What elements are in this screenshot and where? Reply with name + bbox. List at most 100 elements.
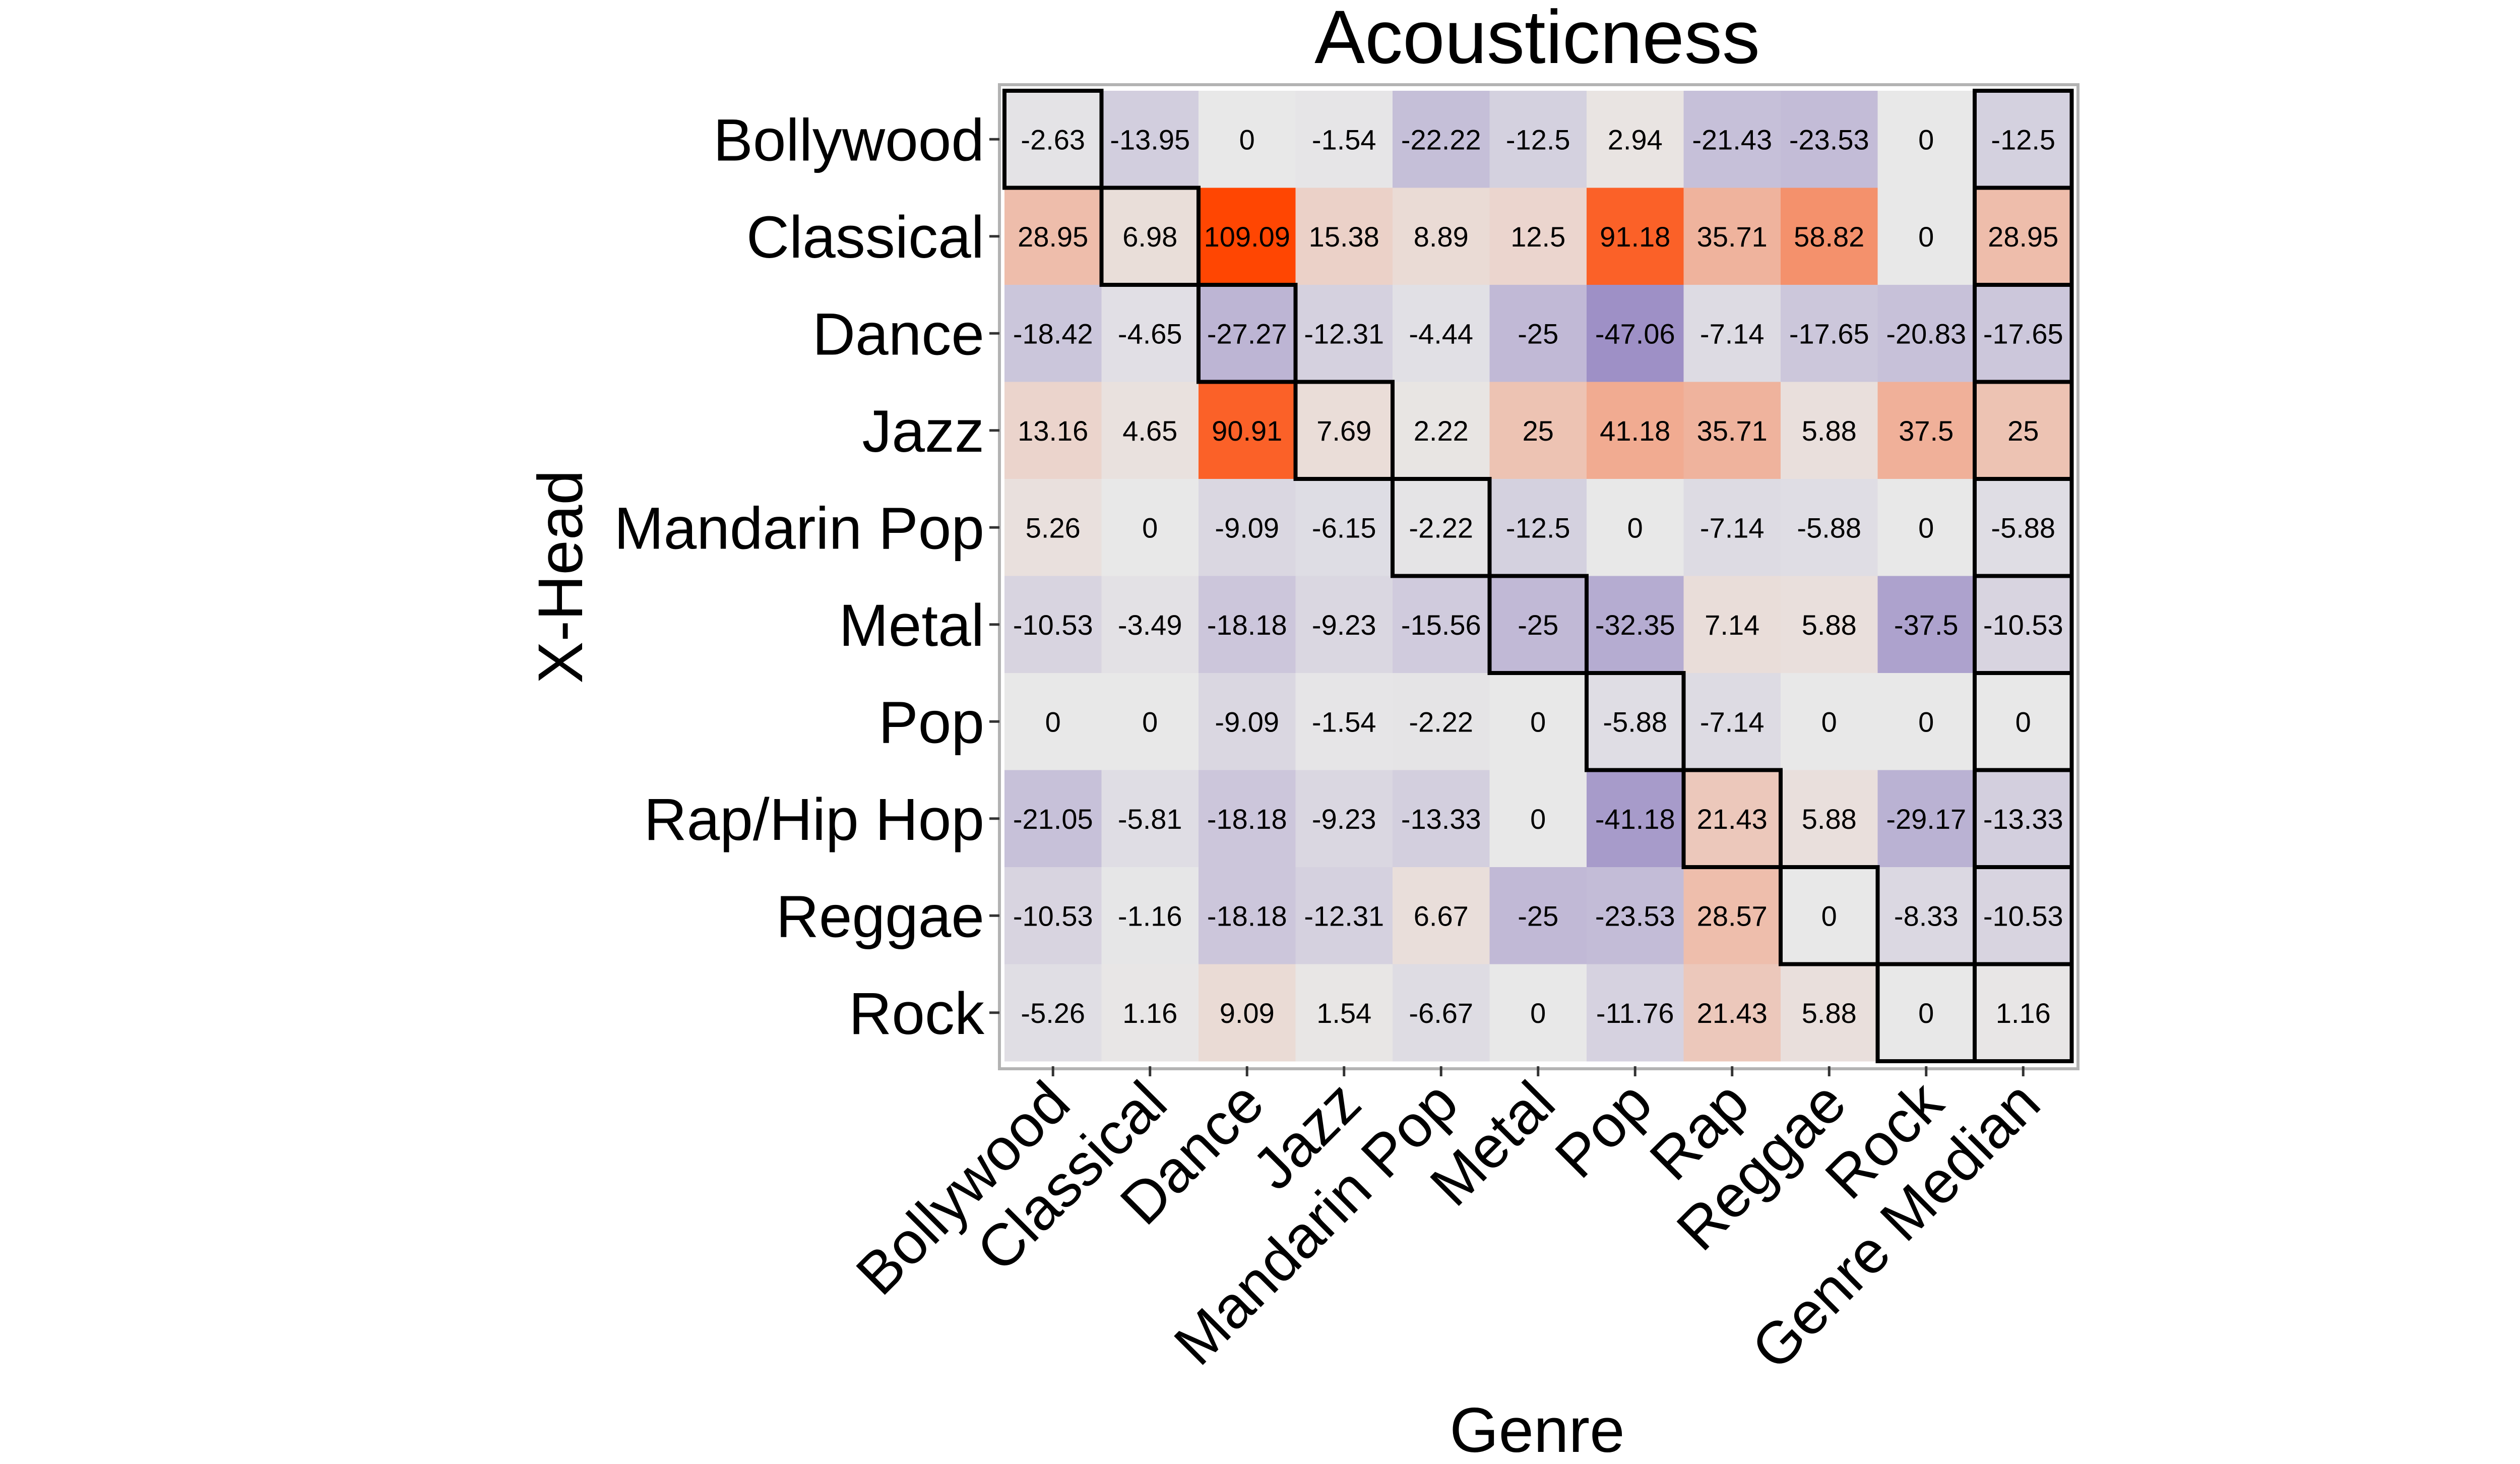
heatmap-cell bbox=[1393, 770, 1490, 868]
cell-value-label: -11.76 bbox=[1596, 997, 1674, 1029]
y-tick-label: Reggae bbox=[776, 883, 984, 950]
cell-value-label: 2.94 bbox=[1608, 124, 1663, 155]
heatmap-cell bbox=[1393, 188, 1490, 285]
heatmap-cell bbox=[1004, 673, 1102, 770]
cell-value-label: -7.14 bbox=[1700, 318, 1765, 349]
heatmap-cell bbox=[1781, 479, 1878, 576]
cell-value-label: 41.18 bbox=[1600, 415, 1670, 447]
cell-value-label: 5.88 bbox=[1802, 803, 1857, 835]
diagonal-cell-outline bbox=[1196, 283, 1298, 384]
heatmap-cell bbox=[1004, 770, 1102, 868]
heatmap-cell bbox=[1877, 188, 1975, 285]
cell-value-label: 5.88 bbox=[1802, 415, 1857, 447]
heatmap-cell bbox=[1975, 479, 2072, 576]
heatmap-cell bbox=[1587, 479, 1684, 576]
cell-value-label: 0 bbox=[1918, 221, 1934, 253]
heatmap-cell bbox=[1877, 382, 1975, 479]
heatmap-cell bbox=[1683, 285, 1781, 382]
cell-value-label: -5.81 bbox=[1118, 803, 1182, 835]
cell-value-label: 0 bbox=[1821, 900, 1837, 932]
cell-value-label: -47.06 bbox=[1595, 318, 1675, 349]
heatmap-cell bbox=[1683, 867, 1781, 964]
cell-value-label: 12.5 bbox=[1510, 221, 1565, 253]
heatmap-cell bbox=[1393, 964, 1490, 1062]
heatmap-cell bbox=[1683, 964, 1781, 1062]
diagonal-cell-outline bbox=[1487, 574, 1589, 675]
cell-value-label: 0 bbox=[1627, 512, 1643, 543]
heatmap-cell bbox=[1199, 964, 1296, 1062]
diagonal-cell-outline bbox=[1099, 186, 1201, 287]
heatmap-cell bbox=[1877, 867, 1975, 964]
heatmap-cell bbox=[1587, 770, 1684, 868]
heatmap-cell bbox=[1975, 673, 2072, 770]
y-tick-label: Pop bbox=[878, 689, 984, 756]
cell-value-label: -13.33 bbox=[1401, 803, 1481, 835]
heatmap-cell bbox=[1587, 382, 1684, 479]
cell-value-label: 6.98 bbox=[1122, 221, 1177, 253]
cell-value-label: 7.14 bbox=[1705, 609, 1759, 641]
heatmap-cell bbox=[1101, 382, 1199, 479]
heatmap-cell bbox=[1295, 479, 1393, 576]
diagonal-cell-outline bbox=[1391, 477, 1492, 578]
cell-value-label: -5.88 bbox=[1991, 512, 2055, 543]
cell-value-label: -2.22 bbox=[1409, 512, 1473, 543]
heatmap-cell bbox=[1781, 576, 1878, 674]
cell-value-label: 13.16 bbox=[1018, 415, 1088, 447]
cell-value-label: -32.35 bbox=[1595, 609, 1675, 641]
heatmap-cell bbox=[1877, 964, 1975, 1062]
cell-value-label: -10.53 bbox=[1013, 900, 1093, 932]
y-axis-ticks: Bollywood Classical Dance Jazz Mandarin Pop M… bbox=[614, 107, 999, 1047]
heatmap-cell bbox=[1393, 867, 1490, 964]
cell-value-label: 25 bbox=[2007, 415, 2039, 447]
heatmap-cell bbox=[1587, 576, 1684, 674]
heatmap-cell bbox=[1975, 188, 2072, 285]
heatmap-cell bbox=[1004, 867, 1102, 964]
heatmap-cell bbox=[1975, 91, 2072, 188]
cell-outlines bbox=[1002, 89, 2074, 1063]
cell-value-label: -37.5 bbox=[1894, 609, 1959, 641]
heatmap-cell bbox=[1393, 91, 1490, 188]
cell-value-label: -4.65 bbox=[1118, 318, 1182, 349]
cell-value-label: -23.53 bbox=[1789, 124, 1869, 155]
cell-value-label: -13.95 bbox=[1110, 124, 1190, 155]
heatmap-cell bbox=[1587, 867, 1684, 964]
heatmap-cell bbox=[1489, 867, 1587, 964]
heatmap-cell bbox=[1393, 673, 1490, 770]
heatmap-cell bbox=[1295, 188, 1393, 285]
cell-value-label: -12.5 bbox=[1506, 512, 1570, 543]
cell-value-label: 35.71 bbox=[1697, 221, 1768, 253]
cell-value-label: 109.09 bbox=[1204, 221, 1290, 253]
y-tick-label: Rock bbox=[849, 981, 985, 1047]
y-tick-label: Rap/Hip Hop bbox=[644, 786, 984, 853]
heatmap-cell bbox=[1101, 285, 1199, 382]
cell-value-label: 0 bbox=[1530, 997, 1546, 1029]
cell-value-label: -21.05 bbox=[1013, 803, 1093, 835]
y-tick-label: Bollywood bbox=[713, 107, 984, 173]
heatmap-cell bbox=[1101, 964, 1199, 1062]
heatmap-cell bbox=[1004, 285, 1102, 382]
cell-value-label: -17.65 bbox=[1789, 318, 1869, 349]
heatmap-cell bbox=[1975, 382, 2072, 479]
cell-value-label: -4.44 bbox=[1409, 318, 1473, 349]
heatmap-cell bbox=[1587, 673, 1684, 770]
cell-value-label: -25 bbox=[1518, 318, 1558, 349]
cell-value-label: -29.17 bbox=[1886, 803, 1966, 835]
cell-value-label: -41.18 bbox=[1595, 803, 1675, 835]
heatmap-cell bbox=[1489, 382, 1587, 479]
diagonal-cell-outline bbox=[1585, 671, 1686, 772]
cell-value-label: 35.71 bbox=[1697, 415, 1768, 447]
heatmap-cell bbox=[1295, 576, 1393, 674]
heatmap-cell bbox=[1877, 673, 1975, 770]
cell-value-label: 1.16 bbox=[1996, 997, 2051, 1029]
cell-value-label: -1.54 bbox=[1312, 124, 1376, 155]
cell-value-label: -7.14 bbox=[1700, 706, 1765, 738]
heatmap-cell bbox=[1101, 479, 1199, 576]
heatmap-cell bbox=[1587, 964, 1684, 1062]
heatmap-cell bbox=[1781, 964, 1878, 1062]
cell-value-label: -10.53 bbox=[1983, 609, 2063, 641]
cell-value-label: -2.63 bbox=[1021, 124, 1085, 155]
cell-value-label: 58.82 bbox=[1794, 221, 1864, 253]
heatmap-cell bbox=[1587, 285, 1684, 382]
cell-value-label: -23.53 bbox=[1595, 900, 1675, 932]
